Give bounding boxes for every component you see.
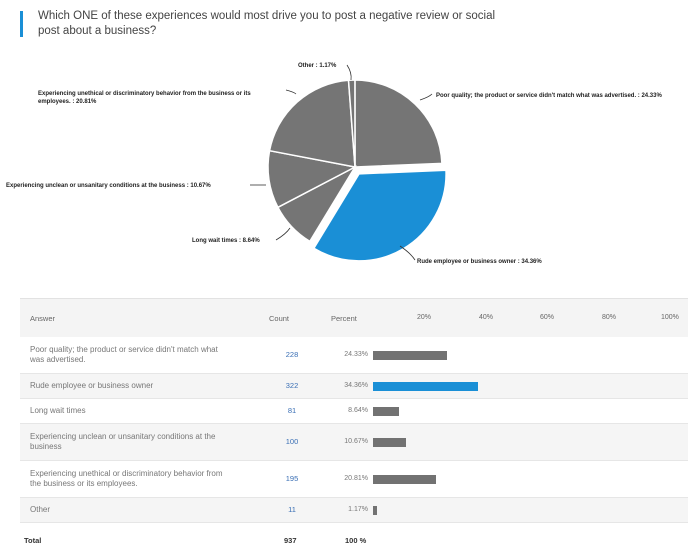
pie-label-unethical: Experiencing unethical or discriminatory… (38, 91, 251, 105)
row-count-link[interactable]: 322 (285, 381, 299, 390)
row-answer: Rude employee or business owner (30, 381, 154, 390)
pie-label-long-wait: Long wait times : 8.64% (192, 238, 260, 244)
results-table: Answer Count Percent 20% 40% 60% 80% 100… (20, 298, 688, 523)
row-answer: Long wait times (30, 406, 86, 415)
row-answer: Experiencing unclean or unsanitary condi… (30, 432, 216, 451)
table-row: Poor quality; the product or service did… (20, 337, 688, 374)
table-row: Rude employee or business owner 322 34.36% (20, 374, 688, 399)
row-count-link[interactable]: 195 (285, 474, 299, 483)
pie-label-other: Other : 1.17% (298, 63, 337, 69)
table-row: Experiencing unethical or discriminatory… (20, 461, 688, 498)
axis-tick-60: 60% (540, 314, 555, 321)
row-percent: 20.81% (344, 475, 368, 482)
header-percent: Percent (331, 314, 357, 323)
total-percent: 100 % (345, 536, 367, 545)
pie-slice (354, 79, 443, 168)
table-row: Long wait times 81 8.64% (20, 399, 688, 424)
table-header: Answer Count Percent 20% 40% 60% 80% 100… (20, 298, 688, 337)
table-row: Other 11 1.17% (20, 498, 688, 523)
row-percent: 34.36% (344, 382, 368, 389)
row-percent: 24.33% (344, 351, 368, 358)
pie-label-unclean: Experiencing unclean or unsanitary condi… (6, 183, 211, 189)
total-label: Total (24, 536, 42, 545)
percent-bar (373, 406, 400, 416)
pie-label-rude: Rude employee or business owner : 34.36% (417, 259, 542, 265)
leader-line (285, 89, 297, 95)
table-body: Poor quality; the product or service did… (20, 337, 688, 523)
table-row: Experiencing unclean or unsanitary condi… (20, 424, 688, 461)
leader-line (419, 93, 433, 101)
row-answer: Other (30, 505, 51, 514)
pie-chart (250, 64, 447, 262)
percent-bar (373, 381, 478, 391)
leader-line (346, 64, 352, 81)
percent-bar (373, 505, 377, 515)
header-count: Count (269, 314, 290, 323)
question-title: Which ONE of these experiences would mos… (38, 10, 496, 37)
row-count-link[interactable]: 228 (285, 350, 299, 359)
leader-line (399, 245, 416, 261)
row-percent: 1.17% (348, 506, 368, 513)
axis-tick-40: 40% (479, 314, 494, 321)
pie-slice (347, 79, 356, 168)
pie-label-poor-quality: Poor quality; the product or service did… (436, 93, 662, 99)
question-accent-bar (20, 11, 23, 37)
row-answer: Experiencing unethical or discriminatory… (30, 469, 223, 488)
percent-bar (373, 437, 406, 447)
axis-tick-100: 100% (661, 314, 679, 321)
row-count-link[interactable]: 81 (287, 406, 297, 415)
row-percent: 8.64% (348, 407, 368, 414)
axis-tick-20: 20% (417, 314, 432, 321)
pie-slice (268, 79, 356, 168)
row-answer: Poor quality; the product or service did… (30, 345, 218, 364)
axis-tick-80: 80% (602, 314, 617, 321)
percent-bar (373, 474, 437, 484)
row-count-link[interactable]: 11 (288, 505, 296, 514)
total-count: 937 (284, 536, 297, 545)
header-answer: Answer (30, 314, 56, 323)
total-row: Total 937 100 % (20, 530, 688, 550)
percent-bar (373, 350, 448, 360)
row-count-link[interactable]: 100 (285, 437, 299, 446)
leader-line (275, 227, 291, 241)
row-percent: 10.67% (344, 438, 368, 445)
